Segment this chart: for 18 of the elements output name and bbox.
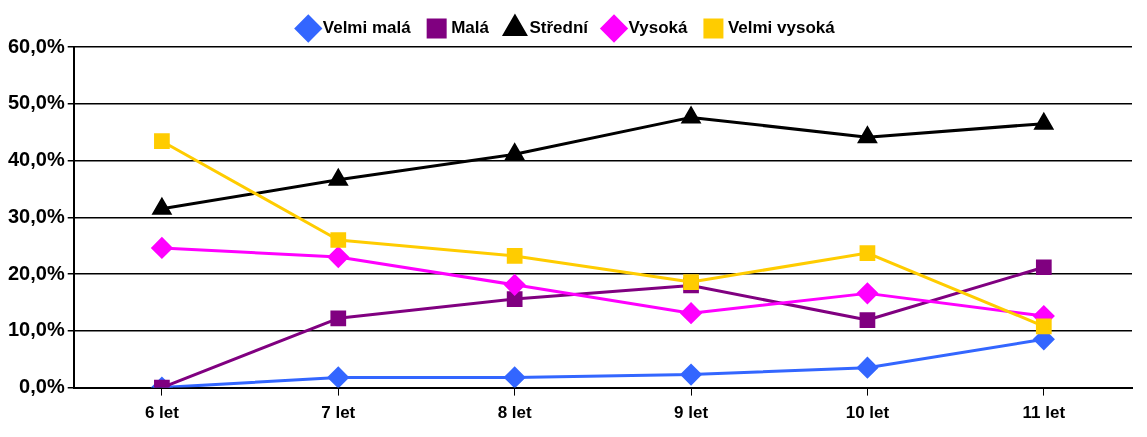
x-tick-label: 7 let [321,403,356,423]
legend-label: Malá [451,18,490,38]
x-tick-label: 10 let [845,403,890,423]
y-tick-label: 50,0% [7,91,65,114]
legend-label: Velmi malá [322,18,412,38]
x-tick-label: 8 let [497,403,532,423]
x-tick-label: 9 let [674,403,709,423]
legend-label: Střední [529,18,590,38]
y-tick-label: 60,0% [7,34,65,57]
legend-label: Velmi vysoká [727,18,836,38]
y-tick-label: 20,0% [7,261,65,284]
y-tick-label: 0,0% [19,375,65,398]
x-tick-label: 11 let [1022,403,1066,423]
x-tick-label: 6 let [144,403,180,423]
y-tick-label: 10,0% [7,318,65,341]
y-tick-label: 40,0% [7,148,65,171]
y-tick-label: 30,0% [7,204,65,227]
legend-label: Vysoká [628,18,688,38]
